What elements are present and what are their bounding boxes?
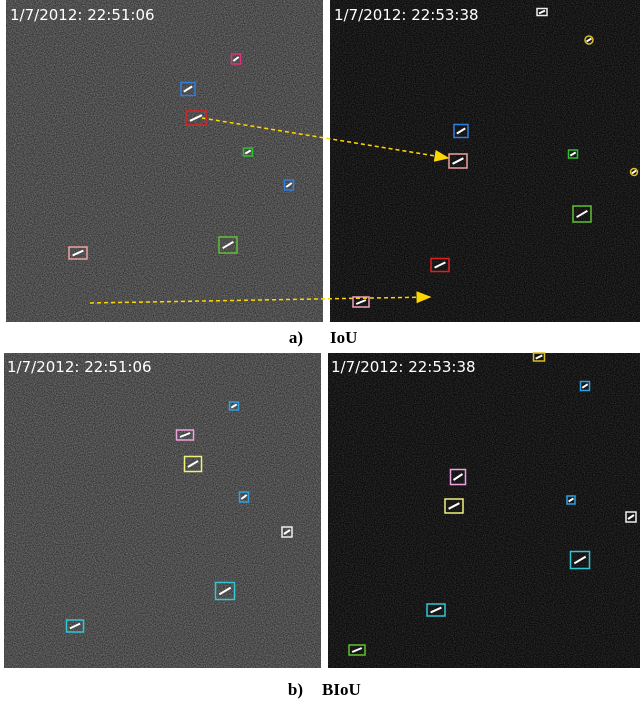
image-a-left: [6, 0, 323, 322]
timestamp: 1/7/2012: 22:51:06: [10, 6, 155, 24]
panel-method: IoU: [330, 328, 357, 347]
timestamp: 1/7/2012: 22:53:38: [331, 358, 476, 376]
panel-label: a): [289, 328, 303, 347]
timestamp: 1/7/2012: 22:53:38: [334, 6, 479, 24]
figure: 1/7/2012: 22:51:06 1/7/2012: 22:53:38 1/…: [0, 0, 642, 702]
image-a-right: [330, 0, 640, 322]
image-b-right: [328, 353, 640, 668]
panel-method: BIoU: [322, 680, 361, 699]
timestamp: 1/7/2012: 22:51:06: [7, 358, 152, 376]
image-b-left: [4, 353, 321, 668]
panel-label: b): [288, 680, 303, 699]
